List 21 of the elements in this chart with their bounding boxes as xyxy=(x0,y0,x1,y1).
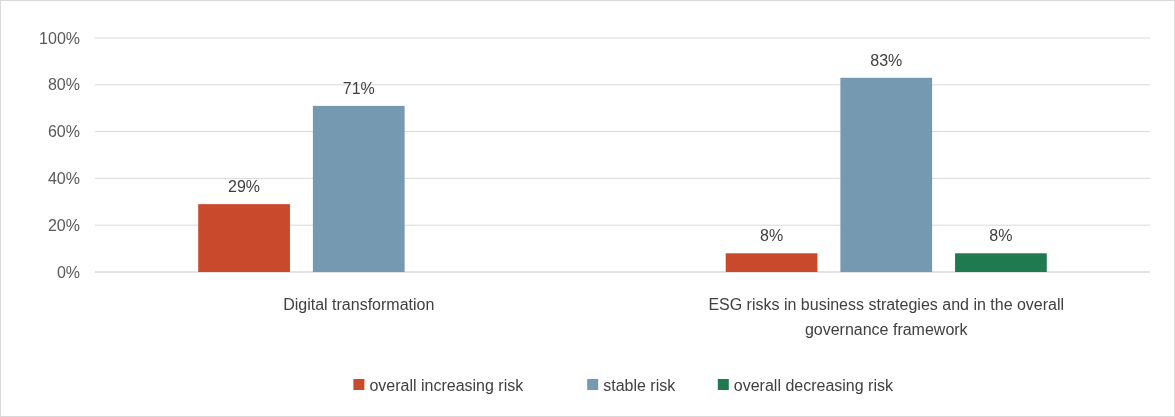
y-tick-label: 100% xyxy=(39,29,80,47)
data-label: 8% xyxy=(989,227,1013,245)
data-label: 83% xyxy=(870,51,903,69)
y-tick-label: 80% xyxy=(47,76,80,94)
bar xyxy=(198,204,290,272)
data-label: 29% xyxy=(228,178,261,196)
bar xyxy=(312,105,405,272)
legend-label: overall decreasing risk xyxy=(733,376,894,394)
x-tick-label: ESG risks in business strategies and in the overall governance framework xyxy=(708,296,1065,338)
y-tick-label: 20% xyxy=(47,216,80,234)
data-label: 71% xyxy=(342,79,375,97)
bar xyxy=(840,77,933,272)
y-tick-label: 60% xyxy=(47,123,80,141)
y-tick-label: 40% xyxy=(47,170,80,187)
bar xyxy=(725,253,818,272)
x-tick-label: Digital transformation xyxy=(283,296,435,313)
legend-label: overall increasing risk xyxy=(369,376,525,394)
y-tick-label: 0% xyxy=(56,263,80,281)
bar xyxy=(955,253,1047,272)
legend-label: stable risk xyxy=(603,376,677,394)
data-label: 8% xyxy=(760,227,784,245)
